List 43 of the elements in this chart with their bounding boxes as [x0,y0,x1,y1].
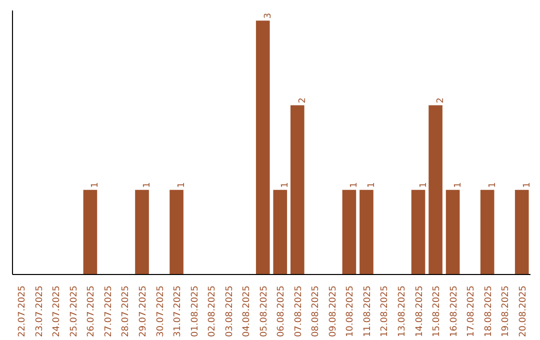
x-tick-label: 28.07.2025 [121,286,132,338]
x-tick-label: 29.07.2025 [138,286,148,338]
x-tick-label: 11.08.2025 [362,286,373,338]
x-tick-label: 19.08.2025 [501,286,512,338]
data-label: 1 [90,182,101,188]
x-tick-label: 05.08.2025 [259,286,270,338]
x-tick-label: 31.07.2025 [173,286,184,338]
data-label: 1 [418,182,429,188]
x-tick-label: 06.08.2025 [276,286,287,338]
x-tick-label: 12.08.2025 [380,286,390,338]
data-label: 1 [142,182,152,188]
data-label: 1 [453,182,464,188]
x-tick-label: 26.07.2025 [86,286,97,338]
x-tick-label: 30.07.2025 [156,286,166,338]
x-tick-label: 27.07.2025 [104,286,114,338]
x-tick-label: 01.08.2025 [190,286,200,338]
x-tick-label: 24.07.2025 [52,286,62,338]
x-tick-label: 10.08.2025 [346,286,356,338]
x-tick-label: 15.08.2025 [432,286,442,338]
x-tick-label: 02.08.2025 [208,286,218,338]
x-tick-label: 23.07.2025 [34,286,45,338]
x-tick-label: 22.07.2025 [18,286,28,338]
data-label: 1 [350,182,360,188]
x-tick-label: 18.08.2025 [484,286,494,338]
x-tick-label: 07.08.2025 [294,286,304,338]
x-tick-label: 25.07.2025 [69,286,80,338]
data-label: 2 [436,98,446,104]
x-tick-label: 08.08.2025 [311,286,322,338]
x-tick-label: 16.08.2025 [449,286,460,338]
data-label: 1 [366,182,377,188]
x-tick-label: 03.08.2025 [224,286,235,338]
x-tick-label: 20.08.2025 [518,286,528,338]
x-tick-label: 14.08.2025 [414,286,425,338]
data-label: 1 [522,182,532,188]
data-label: 1 [177,182,188,188]
x-tick-label: 13.08.2025 [398,286,408,338]
x-tick-label: 17.08.2025 [466,286,477,338]
data-label: 1 [280,182,291,188]
x-tick-label: 04.08.2025 [242,286,252,338]
x-tick-label: 09.08.2025 [328,286,338,338]
data-label: 2 [298,98,308,104]
data-label: 1 [488,182,498,188]
data-label: 3 [263,12,274,19]
